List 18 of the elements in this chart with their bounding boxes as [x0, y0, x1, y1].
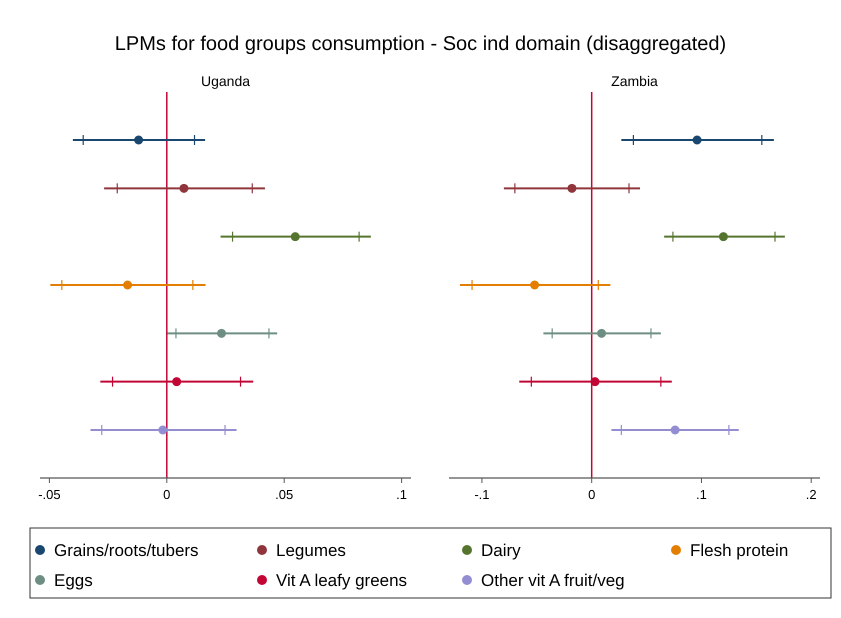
- legend-label: Grains/roots/tubers: [54, 541, 199, 560]
- legend-label: Flesh protein: [690, 541, 788, 560]
- x-tick-label: .2: [806, 487, 817, 502]
- x-tick-label: 0: [588, 487, 596, 502]
- x-tick-label: .1: [696, 487, 707, 502]
- legend-label: Dairy: [481, 541, 522, 560]
- x-tick-label: -.05: [38, 487, 61, 502]
- x-tick-label: 0: [163, 487, 170, 502]
- legend-label: Legumes: [276, 541, 346, 560]
- x-tick-label: .05: [275, 487, 294, 502]
- x-tick-label: .1: [396, 487, 408, 502]
- x-tick-label: -.1: [474, 487, 490, 502]
- chart-subtitle: Uganda: [200, 73, 250, 89]
- legend-label: Eggs: [54, 571, 93, 590]
- chart-title: LPMs for food groups consumption - Soc ind domain (disaggregated): [114, 33, 726, 55]
- legend-label: Vit A leafy greens: [276, 571, 408, 590]
- legend-label: Other vit A fruit/veg: [481, 571, 625, 590]
- chart-subtitle: Zambia: [611, 73, 658, 89]
